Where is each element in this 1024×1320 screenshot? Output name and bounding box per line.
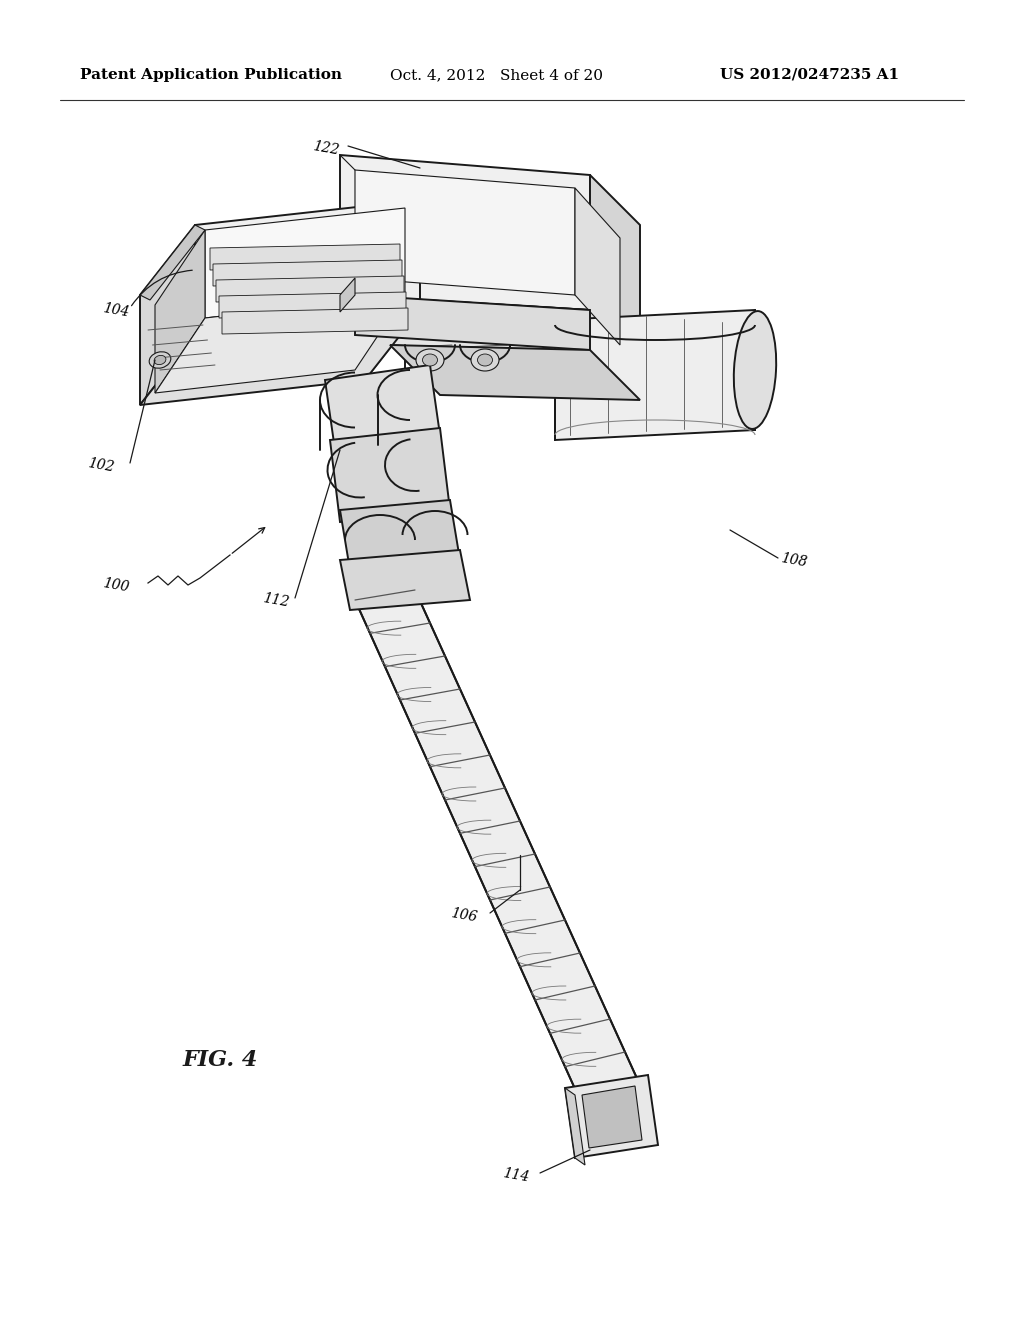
Ellipse shape: [734, 312, 776, 429]
Polygon shape: [340, 294, 640, 360]
Polygon shape: [140, 224, 205, 300]
Polygon shape: [340, 550, 470, 610]
Polygon shape: [340, 500, 460, 570]
Polygon shape: [140, 224, 195, 405]
Text: 102: 102: [86, 455, 115, 474]
Polygon shape: [205, 209, 406, 318]
Ellipse shape: [471, 348, 499, 371]
Text: US 2012/0247235 A1: US 2012/0247235 A1: [720, 69, 899, 82]
Polygon shape: [195, 201, 420, 335]
Ellipse shape: [477, 354, 493, 366]
Text: 122: 122: [311, 139, 340, 157]
Text: 108: 108: [780, 550, 809, 569]
Polygon shape: [155, 294, 406, 393]
Ellipse shape: [150, 351, 171, 368]
Polygon shape: [210, 244, 400, 271]
Polygon shape: [355, 590, 640, 1100]
Polygon shape: [222, 308, 408, 334]
Polygon shape: [219, 292, 406, 318]
Polygon shape: [565, 1088, 585, 1166]
Text: 114: 114: [502, 1166, 530, 1184]
Text: Oct. 4, 2012   Sheet 4 of 20: Oct. 4, 2012 Sheet 4 of 20: [390, 69, 603, 82]
Polygon shape: [140, 310, 420, 405]
Polygon shape: [340, 154, 590, 310]
Ellipse shape: [154, 355, 166, 364]
Polygon shape: [355, 170, 575, 294]
Polygon shape: [390, 345, 640, 400]
Ellipse shape: [423, 354, 437, 366]
Polygon shape: [216, 276, 404, 302]
FancyArrowPatch shape: [131, 271, 193, 306]
Polygon shape: [355, 294, 590, 350]
Text: 100: 100: [101, 576, 130, 594]
Polygon shape: [155, 230, 205, 393]
Polygon shape: [325, 366, 440, 450]
Polygon shape: [340, 279, 355, 312]
Polygon shape: [330, 428, 450, 521]
Text: FIG. 4: FIG. 4: [182, 1049, 258, 1071]
Polygon shape: [582, 1086, 642, 1148]
Text: Patent Application Publication: Patent Application Publication: [80, 69, 342, 82]
Polygon shape: [555, 310, 755, 440]
Polygon shape: [590, 176, 640, 360]
Polygon shape: [213, 260, 402, 286]
Polygon shape: [575, 187, 620, 345]
Ellipse shape: [416, 348, 444, 371]
Text: 106: 106: [450, 906, 478, 924]
Polygon shape: [565, 1074, 658, 1158]
Text: 104: 104: [101, 301, 130, 319]
Text: 112: 112: [261, 591, 290, 610]
